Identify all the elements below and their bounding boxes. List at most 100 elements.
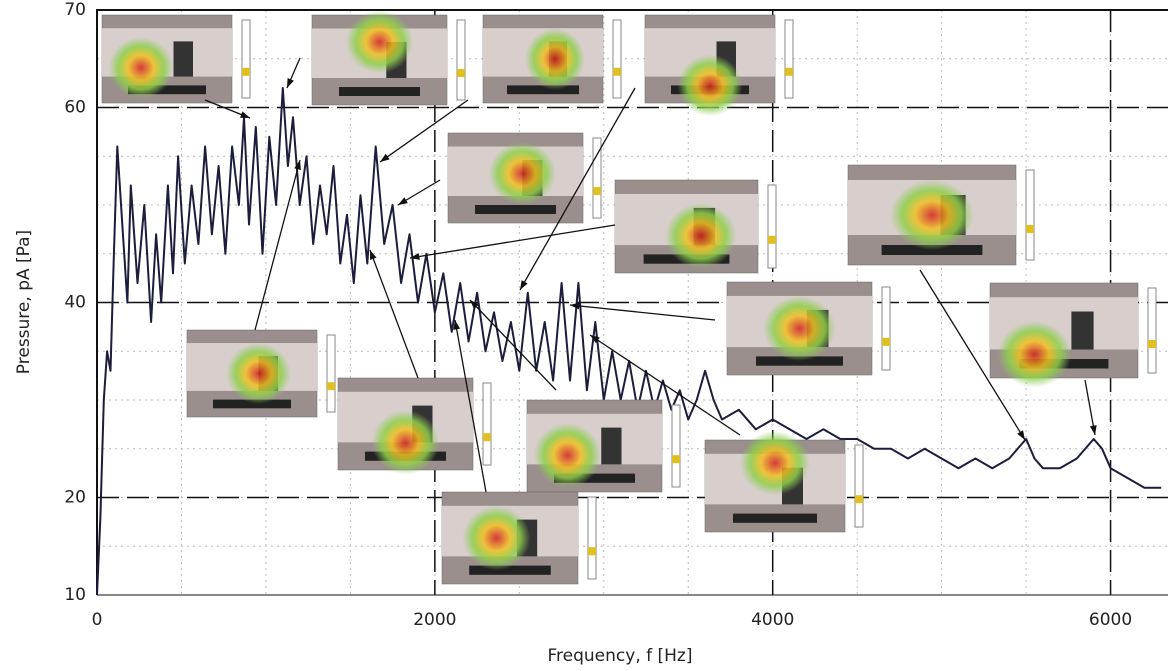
arrow-head	[287, 78, 294, 88]
y-tick-label: 40	[64, 293, 86, 313]
arrow-head	[294, 160, 301, 170]
inset-image	[337, 377, 492, 475]
arrow-head	[1017, 430, 1025, 440]
inset-colorbar	[881, 286, 891, 371]
inset-colorbar-band	[1026, 225, 1034, 233]
inset-object	[173, 41, 193, 77]
x-axis-label: Frequency, f [Hz]	[548, 646, 693, 666]
arrow-shaft	[369, 249, 419, 379]
inset-colorbar-band	[672, 455, 680, 464]
inset-heat	[226, 343, 291, 404]
inset-heat	[997, 321, 1072, 388]
inset-floor	[213, 399, 291, 409]
arrow-head	[370, 250, 377, 260]
inset-image	[704, 430, 864, 533]
inset-colorbar-band	[483, 433, 491, 442]
x-tick-label: 2000	[413, 610, 456, 630]
arrow-shaft	[589, 334, 741, 436]
inset-image	[726, 281, 891, 376]
arrow-head	[453, 320, 461, 330]
inset-colorbar	[587, 496, 597, 580]
x-tick-label: 0	[92, 610, 103, 630]
inset-colorbar-band	[1148, 340, 1156, 348]
arrow-shaft	[254, 159, 301, 331]
inset-colorbar-band	[327, 382, 335, 391]
inset-image	[482, 14, 622, 104]
inset-floor	[339, 87, 420, 96]
inset-heat	[890, 180, 974, 250]
inset-colorbar	[854, 444, 864, 528]
inset-heat	[740, 430, 810, 496]
inset-image	[614, 179, 777, 274]
y-tick-label: 60	[64, 98, 86, 118]
inset-image	[311, 10, 466, 106]
inset-floor	[469, 565, 551, 575]
inset-heat	[108, 37, 174, 99]
arrow-head	[240, 111, 250, 118]
inset-object	[1071, 311, 1094, 350]
inset-colorbar-band	[768, 235, 776, 244]
inset-heat	[763, 295, 836, 362]
arrow-shaft	[569, 304, 716, 321]
arrow-shaft	[469, 299, 557, 391]
arrow-head	[470, 300, 479, 310]
arrow-shaft	[409, 224, 616, 259]
inset-colorbar	[612, 19, 622, 99]
inset-heat	[345, 10, 414, 74]
inset-heat	[525, 28, 585, 90]
inset-colorbar	[767, 184, 777, 269]
inset-colorbar	[326, 334, 336, 413]
inset-heat	[488, 142, 556, 205]
inset-image	[847, 164, 1035, 266]
inset-colorbar-band	[785, 67, 793, 76]
arrow-head	[590, 335, 600, 344]
inset-colorbar-band	[588, 547, 596, 556]
axis-frame	[96, 9, 1168, 595]
inset-heat	[462, 505, 531, 571]
arrow-head	[520, 280, 528, 290]
inset-colorbar-band	[613, 67, 621, 76]
y-axis-label: Pressure, pA [Pa]	[14, 230, 34, 374]
inset-colorbar-band	[882, 337, 890, 346]
inset-heat	[371, 410, 440, 475]
inset-colorbar-band	[855, 495, 863, 504]
inset-colorbar	[482, 382, 492, 466]
inset-colorbar	[592, 137, 602, 219]
arrow-shaft	[519, 87, 636, 291]
inset-image	[441, 491, 597, 585]
x-tick-label: 4000	[751, 610, 794, 630]
y-tick-label: 70	[64, 0, 86, 20]
inset-image	[644, 14, 794, 117]
inset-image	[526, 399, 681, 493]
inset-colorbar	[1147, 287, 1157, 374]
inset-image	[186, 329, 336, 418]
inset-object	[601, 427, 622, 465]
inset-colorbar-band	[593, 187, 601, 195]
inset-floor	[475, 205, 556, 214]
inset-colorbar	[456, 19, 466, 101]
inset-colorbar	[241, 19, 251, 99]
inset-floor	[507, 85, 579, 95]
inset-image	[447, 132, 602, 224]
inset-floor	[733, 513, 817, 523]
inset-colorbar-band	[457, 69, 465, 77]
inset-colorbar	[671, 404, 681, 488]
data-line	[96, 87, 1162, 596]
arrow-shaft	[379, 99, 469, 163]
inset-heat	[665, 203, 737, 269]
inset-floor	[554, 473, 635, 483]
arrow-shaft	[454, 319, 487, 493]
inset-colorbar-band	[242, 67, 250, 76]
y-tick-label: 20	[64, 488, 86, 508]
arrow-head	[1089, 425, 1097, 435]
inset-colorbar	[784, 19, 794, 99]
arrow-head	[398, 197, 408, 205]
inset-image	[101, 14, 251, 104]
arrow-shaft	[919, 269, 1026, 441]
inset-colorbar	[1025, 169, 1035, 261]
arrow-head	[380, 153, 390, 162]
arrow-head	[410, 253, 420, 260]
x-tick-label: 6000	[1089, 610, 1132, 630]
